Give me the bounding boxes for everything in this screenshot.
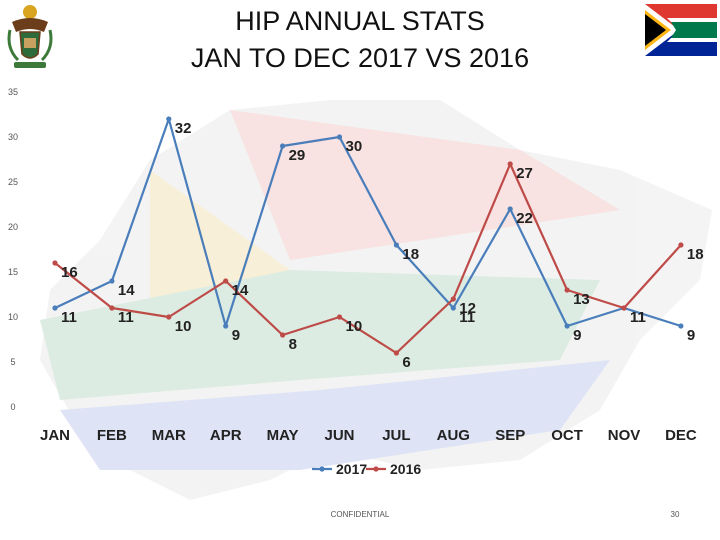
series-2016-data-label: 13 [573,291,590,308]
series-2016-data-label: 8 [289,336,297,353]
x-tick-label: DEC [665,427,697,444]
series-2017-data-label: 11 [61,309,77,326]
series-2016-data-label: 6 [402,354,410,371]
map-watermark [40,100,712,500]
series-2017-point [336,134,343,140]
series-2017-data-label: 14 [118,282,135,299]
x-tick-label: JAN [40,427,70,444]
series-2016-line [54,162,682,355]
series-2016-point [223,278,229,284]
series-2017-data-label: 32 [175,120,192,137]
y-tick-label: 35 [8,87,18,97]
series-2016-point [166,314,172,320]
series-2016-point [564,287,570,293]
series-2016-point [678,242,684,248]
y-tick-label: 15 [8,267,18,277]
chart-title-line2: JAN TO DEC 2017 VS 2016 [190,43,530,73]
x-tick-label: NOV [608,427,641,444]
series-2016-data-label: 18 [687,246,704,263]
series-2016-data-label: 12 [459,300,476,317]
series-2016-data-label: 16 [61,264,78,281]
series-2016-data-label: 11 [630,309,646,326]
series-2016-data-label: 14 [232,282,249,299]
y-tick-label: 5 [10,357,15,367]
x-tick-label: AUG [437,427,470,444]
series-2016-data-label: 11 [118,309,134,326]
legend-2017-marker [319,466,325,472]
y-tick-label: 20 [8,222,18,232]
chart-title-line1: HIP ANNUAL STATS [235,6,485,36]
series-2017-data-label: 30 [346,138,363,155]
series-2017-data-label: 22 [516,210,533,227]
x-tick-label: APR [210,427,242,444]
series-2017-point [109,278,115,284]
series-2017-point [280,143,286,149]
series-2016-point [336,314,343,320]
series-2017-data-label: 9 [687,327,695,344]
series-2017-point [393,242,399,248]
series-2017-point [450,305,456,311]
south-africa-flag [645,4,717,56]
series-2017-data-label: 11 [459,309,475,326]
series-2017-point [166,116,172,122]
x-tick-label: OCT [551,427,583,444]
series-2017-point [52,305,58,311]
legend-2016-marker [373,466,379,472]
coat-of-arms-logo [7,5,53,68]
series-2016-point [393,350,399,356]
series-2016-data-label: 27 [516,165,533,182]
series-2017-data-label: 9 [232,327,240,344]
series-2016-point [621,305,627,311]
x-tick-label: MAR [152,427,186,444]
x-tick-label: SEP [495,427,525,444]
x-tick-label: JUN [324,427,354,444]
series-2017-data-label: 11 [630,309,646,326]
y-tick-label: 25 [8,177,18,187]
series-2016-point [280,332,286,338]
legend-2017-label: 2017 [336,461,367,477]
y-tick-label: 10 [8,312,18,322]
y-tick-label: 30 [8,132,18,142]
x-tick-label: MAY [267,427,299,444]
legend-2016-label: 2016 [390,461,421,477]
series-2016-point [450,296,456,302]
series-2017-point [678,323,684,329]
page-number: 30 [670,510,680,519]
series-2017-point [507,206,513,212]
confidential-label: CONFIDENTIAL [330,510,390,519]
x-tick-label: JUL [382,427,410,444]
series-2016-data-label: 10 [175,318,192,335]
series-2017-data-label: 29 [289,147,306,164]
y-tick-label: 0 [10,402,15,412]
series-2017-point [564,323,570,329]
series-2017-line [54,117,682,328]
series-2016-point [507,161,513,167]
series-2017-data-label: 9 [573,327,581,344]
series-2016-data-label: 10 [346,318,363,335]
x-tick-label: FEB [97,427,127,444]
series-2017-data-label: 18 [402,246,419,263]
series-2017-point [223,323,229,329]
series-2016-point [109,305,115,311]
series-2016-point [52,260,58,266]
